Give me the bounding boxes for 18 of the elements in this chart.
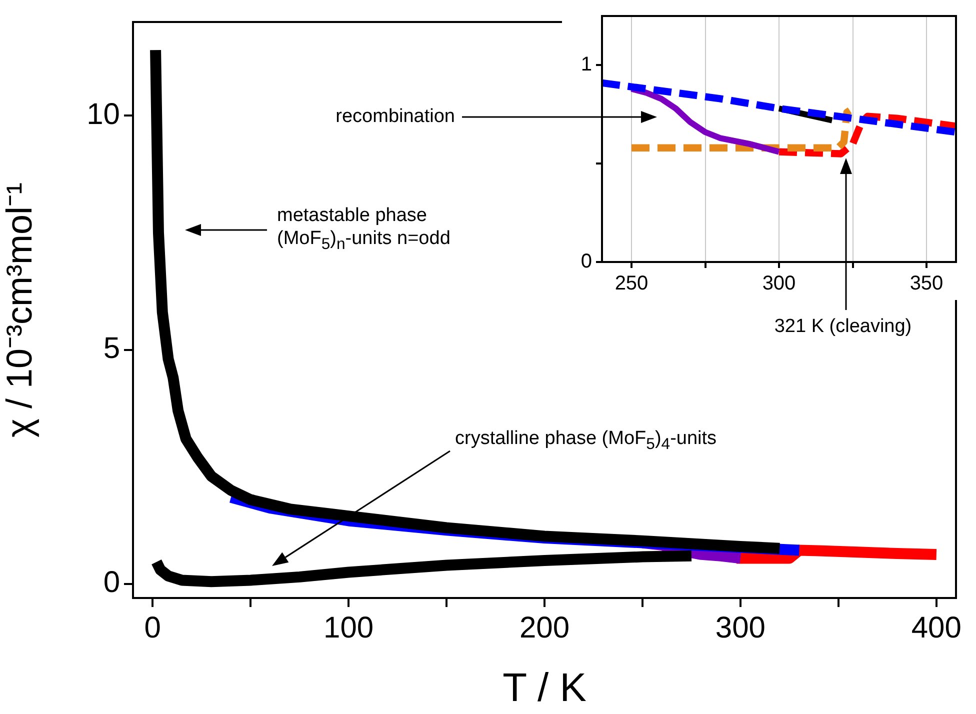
- x-tick-label: 250: [614, 272, 648, 295]
- y-tick-label: 1: [580, 54, 592, 76]
- x-tick-label: 400: [911, 611, 962, 644]
- annotation: metastable phase (MoF$_{5}$)$_{n}$-units n=odd: [277, 205, 452, 255]
- x-tick-label: 0: [144, 611, 161, 644]
- x-tick-label: 300: [762, 272, 796, 295]
- y-tick-label: 0: [103, 566, 120, 600]
- x-tick-label: 300: [715, 611, 766, 644]
- annotation: 321 K (cleaving): [774, 316, 912, 339]
- x-axis-title: T / K: [502, 666, 587, 710]
- y-tick-label: 5: [103, 332, 120, 366]
- x-tick-label: 200: [519, 611, 570, 644]
- x-tick-label: 350: [910, 272, 944, 295]
- annotation: crystalline phase (MoF$_{5}$)$_{4}$-units: [455, 428, 717, 454]
- annotation: recombination: [336, 106, 455, 128]
- y-tick-label: 10: [86, 98, 120, 131]
- x-tick-label: 100: [324, 611, 374, 644]
- y-axis-title: χ / 10⁻³cm³mol⁻¹: [0, 182, 40, 438]
